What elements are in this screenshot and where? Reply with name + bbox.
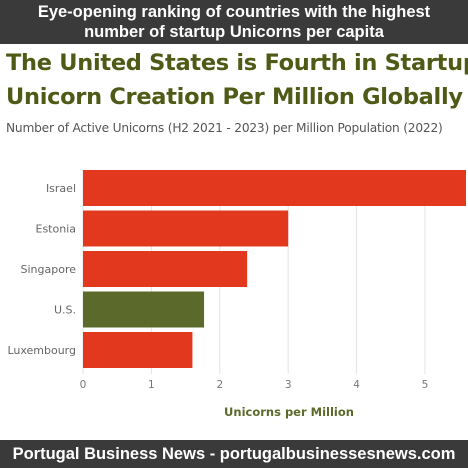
- chart-title: The United States is Fourth in Startup U…: [6, 46, 468, 114]
- chart-title-line-2: Unicorn Creation Per Million Globally: [6, 84, 463, 110]
- x-tick-label: 4: [353, 379, 360, 391]
- top-banner: Eye-opening ranking of countries with th…: [0, 0, 468, 44]
- x-tick-label: 3: [285, 379, 292, 391]
- category-label: Singapore: [21, 263, 77, 276]
- top-banner-line-2: number of startup Unicorns per capita: [84, 23, 384, 41]
- x-tick-label: 1: [148, 379, 155, 391]
- x-tick-label: 0: [80, 379, 87, 391]
- bar-israel: [83, 170, 466, 206]
- chart-subtitle: Number of Active Unicorns (H2 2021 - 202…: [6, 121, 443, 135]
- bar-luxembourg: [83, 332, 193, 368]
- category-label: U.S.: [54, 304, 76, 317]
- bar-chart: Israel Estonia Singapore U.S. Luxembourg 0 1 2 3…: [7, 170, 466, 419]
- category-label: Estonia: [36, 223, 77, 236]
- x-tick-label: 2: [216, 379, 223, 391]
- top-banner-line-1: Eye-opening ranking of countries with th…: [37, 3, 431, 21]
- category-label: Luxembourg: [7, 344, 76, 357]
- bar-singapore: [83, 251, 248, 287]
- bar-estonia: [83, 210, 289, 247]
- bar-u-s: [83, 291, 205, 328]
- category-label: Israel: [46, 182, 76, 195]
- chart-title-line-1: The United States is Fourth in Startup: [6, 50, 468, 76]
- x-axis-title: Unicorns per Million: [224, 405, 354, 419]
- x-tick-label: 5: [422, 379, 429, 391]
- bottom-banner: Portugal Business News - portugalbusines…: [0, 440, 468, 468]
